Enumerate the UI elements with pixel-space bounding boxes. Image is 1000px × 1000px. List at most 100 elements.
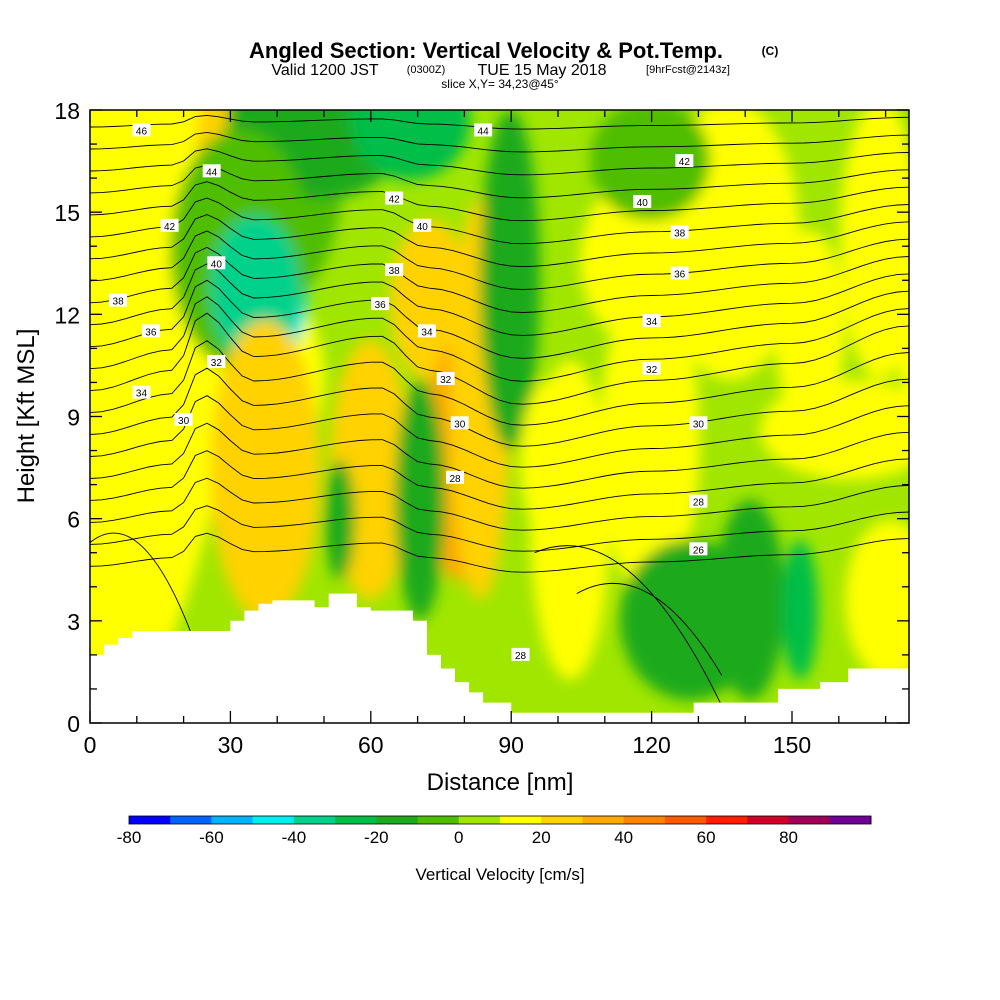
isotherm-line [90,532,909,573]
velocity-cell [782,540,818,680]
isotherm-label: 28 [689,494,708,509]
chart-title: Angled Section: Vertical Velocity & Pot.… [249,38,723,63]
y-tick-labels: 0 3 6 9 12 15 18 [54,98,80,737]
velocity-cell [910,40,1000,220]
velocity-cell [325,460,355,580]
isotherm-line [90,505,909,552]
isotherm-label-bg [642,361,661,375]
velocity-cell [845,520,909,680]
colorbar-tick-label: 60 [697,828,716,847]
isotherm-label: 36 [670,266,689,280]
valid-prefix: Valid 1200 JST [271,62,379,79]
isotherm-label-bg [109,293,128,307]
colorbar-tick-label: -20 [364,828,389,847]
isotherm-label-bg [417,324,436,338]
isotherm-label: 44 [202,164,221,178]
isotherm-label: 46 [132,123,151,137]
isotherm-label: 28 [446,470,465,485]
colorbar-tick-label: 0 [454,828,463,847]
colorbar-tick-labels: -80 -60 -40 -20 0 20 40 60 80 [117,828,798,847]
isotherm-label-bg [642,314,661,328]
colorbar-tick-label: 80 [779,828,798,847]
colorbar-tick-label: 40 [614,828,633,847]
isotherm-label: 42 [385,191,404,206]
isotherm-label-bg [446,470,465,484]
isotherm-label-text: 38 [389,266,401,277]
isotherm-label-bg [689,542,708,556]
isotherm-label-bg [132,123,151,137]
colorbar-swatch [417,816,460,824]
isotherm-label-text: 42 [679,157,691,168]
colorbar [128,815,872,825]
isotherm-label-bg [202,164,221,178]
isotherm-label-bg [675,154,694,168]
isotherm-line [90,197,909,245]
isotherm-label-text: 30 [178,416,190,427]
isotherm-line [90,279,909,359]
colorbar-swatch [458,816,501,824]
isotherm-label-text: 44 [206,167,218,178]
isotherm-label-text: 32 [646,365,658,376]
colorbar-swatch [664,816,707,824]
isotherm-label: 36 [141,324,160,338]
isotherm-label-text: 40 [211,259,223,270]
isotherm-line [90,230,909,290]
isotherm-label-bg [511,647,530,661]
velocity-cell [350,110,470,180]
isotherm-line [90,214,909,268]
x-tick-label: 120 [632,732,670,758]
isotherm-label: 40 [633,194,652,209]
isotherm-line [90,114,909,130]
isotherm-label-text: 30 [693,419,705,430]
colorbar-tick-label: -60 [199,828,224,847]
x-tick-label: 30 [218,732,244,758]
title-unit: (C) [762,44,779,58]
isotherm-label-text: 38 [113,297,125,308]
x-tick-label: 0 [84,732,97,758]
isotherm-line [90,296,909,382]
isotherm-label-bg [371,297,390,311]
isotherm-line [90,312,909,405]
colorbar-swatch [541,816,583,824]
x-tick-label: 90 [498,732,524,758]
velocity-cell [480,110,540,450]
isotherm-label: 30 [450,416,469,430]
isotherm-label-text: 42 [389,195,401,206]
isotherm-line [90,422,909,489]
isotherm-label-text: 36 [674,269,686,280]
x-tick-labels: 0 30 60 90 120 150 [84,732,812,758]
isotherm-label-bg [207,355,226,369]
isotherm-label: 32 [642,361,661,376]
isotherm-line [90,367,909,447]
colorbar-swatch [170,816,212,824]
colorbar-swatch [788,816,831,824]
colorbar-swatch [500,816,542,824]
isotherm-label-text: 46 [136,126,148,137]
isotherm-label-bg [670,225,689,239]
isotherm-label-text: 36 [375,300,387,311]
y-tick-label: 12 [54,302,80,328]
isotherm-line [90,263,909,336]
isotherm-label-bg [689,494,708,508]
isotherm-label-bg [689,416,708,430]
y-tick-label: 3 [67,609,80,635]
y-tick-label: 18 [54,98,80,124]
y-tick-label: 6 [67,507,80,533]
isotherm-line [90,131,909,153]
isotherm-label: 38 [385,263,404,277]
isotherm-lines [90,114,909,707]
colorbar-swatch [252,816,295,824]
colorbar-swatch [129,816,171,824]
isotherm-label: 30 [689,416,708,430]
velocity-cell [895,258,909,402]
isotherm-label-text: 34 [136,389,148,400]
isotherm-label: 44 [474,123,493,137]
isotherm-label-bg [436,372,455,386]
colorbar-tick-label: -80 [117,828,142,847]
isotherm-label-text: 32 [211,358,223,369]
velocity-cell [600,280,700,600]
isotherm-label: 32 [207,355,226,369]
isotherm-label-bg [385,191,404,205]
colorbar-swatch [376,816,419,824]
